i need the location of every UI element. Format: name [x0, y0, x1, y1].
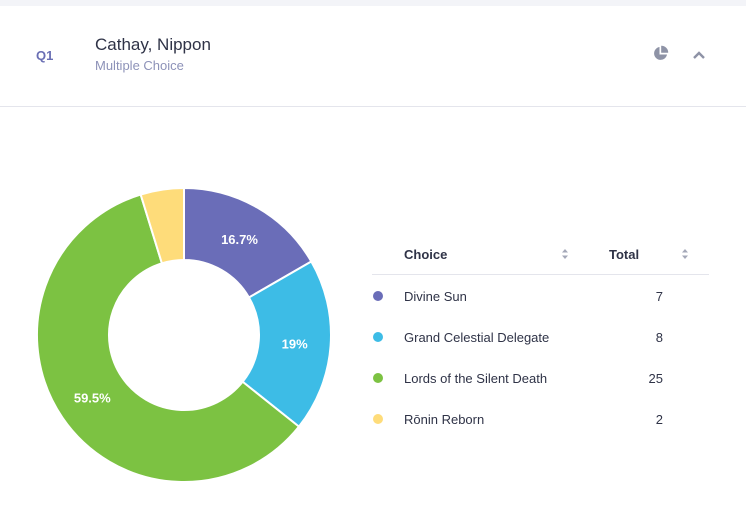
legend-dot: [373, 373, 383, 383]
total-column-header[interactable]: Total: [609, 247, 640, 262]
legend-dot: [373, 291, 383, 301]
choice-label: Rōnin Reborn: [404, 412, 485, 427]
table-row: Rōnin Reborn 2: [372, 398, 709, 439]
slice-percent-label: 19%: [282, 336, 308, 351]
pie-chart-icon[interactable]: [652, 45, 669, 62]
choice-total: 25: [648, 371, 663, 386]
question-header: Q1 Cathay, Nippon Multiple Choice: [0, 6, 746, 107]
question-number: Q1: [36, 48, 54, 63]
pie-slice[interactable]: [241, 260, 332, 429]
legend-dot: [373, 332, 383, 342]
slice-percent-label: 16.7%: [221, 232, 258, 247]
legend-dot: [373, 414, 383, 424]
question-type: Multiple Choice: [95, 58, 184, 73]
pie-slice[interactable]: [36, 193, 301, 483]
top-strip: [0, 0, 746, 6]
choice-total: 8: [655, 330, 663, 345]
table-body: Divine Sun 7 Grand Celestial Delegate 8 Lord…: [372, 275, 709, 439]
donut-chart: 16.7% 19% 59.5%: [36, 186, 332, 483]
table-header: Choice Total: [372, 234, 709, 275]
table-row: Lords of the Silent Death 25: [372, 357, 709, 398]
choice-total: 7: [655, 289, 663, 304]
sort-icon[interactable]: [561, 248, 569, 260]
choice-label: Divine Sun: [404, 289, 467, 304]
choice-label: Grand Celestial Delegate: [404, 330, 550, 345]
choice-label: Lords of the Silent Death: [404, 371, 548, 386]
results-table: Choice Total Divine Sun 7 Grand Celestial …: [372, 234, 709, 439]
slice-percent-label: 59.5%: [74, 391, 111, 406]
question-title: Cathay, Nippon: [95, 35, 211, 54]
sort-icon[interactable]: [681, 248, 689, 260]
chevron-up-icon[interactable]: [692, 50, 706, 60]
table-row: Grand Celestial Delegate 8: [372, 316, 709, 357]
pie-slice[interactable]: [183, 186, 313, 299]
choice-column-header[interactable]: Choice: [404, 247, 448, 262]
pie-slice[interactable]: [139, 186, 185, 265]
choice-total: 2: [655, 412, 663, 427]
table-row: Divine Sun 7: [372, 275, 709, 316]
